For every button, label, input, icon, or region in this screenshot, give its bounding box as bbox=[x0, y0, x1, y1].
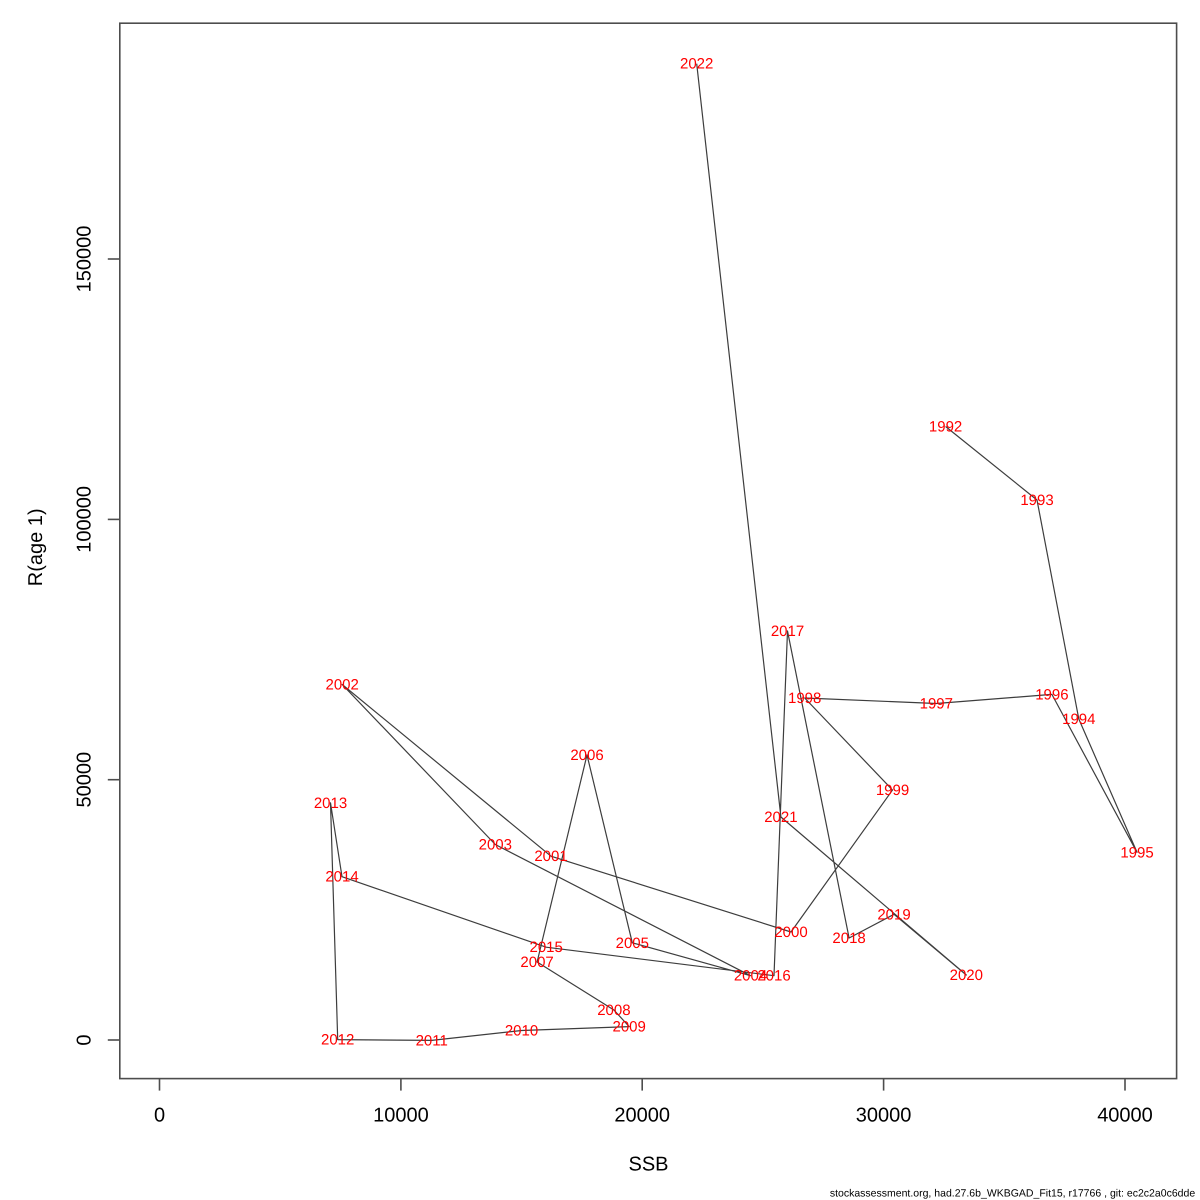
svg-text:50000: 50000 bbox=[74, 752, 96, 808]
svg-text:2021: 2021 bbox=[764, 809, 797, 826]
svg-text:2020: 2020 bbox=[950, 967, 983, 984]
svg-text:1999: 1999 bbox=[876, 782, 909, 799]
svg-text:2018: 2018 bbox=[832, 930, 865, 947]
svg-text:0: 0 bbox=[74, 1034, 96, 1045]
svg-text:2022: 2022 bbox=[680, 56, 713, 73]
svg-text:2006: 2006 bbox=[570, 747, 603, 764]
svg-text:2019: 2019 bbox=[877, 906, 910, 923]
svg-text:2005: 2005 bbox=[616, 935, 649, 952]
svg-text:2017: 2017 bbox=[771, 623, 804, 640]
svg-text:2013: 2013 bbox=[314, 795, 347, 812]
svg-text:SSB: SSB bbox=[628, 1153, 668, 1175]
svg-text:2009: 2009 bbox=[613, 1019, 646, 1036]
svg-text:2007: 2007 bbox=[520, 954, 553, 971]
svg-text:2008: 2008 bbox=[597, 1002, 630, 1019]
svg-text:2015: 2015 bbox=[530, 939, 563, 956]
svg-text:2012: 2012 bbox=[321, 1032, 354, 1049]
svg-text:2003: 2003 bbox=[479, 837, 512, 854]
svg-text:2011: 2011 bbox=[416, 1032, 448, 1049]
svg-text:20000: 20000 bbox=[614, 1105, 670, 1127]
svg-text:R(age 1): R(age 1) bbox=[25, 508, 47, 586]
svg-text:0: 0 bbox=[154, 1105, 165, 1127]
svg-text:1997: 1997 bbox=[920, 696, 953, 713]
svg-text:2004: 2004 bbox=[734, 968, 767, 985]
svg-text:1996: 1996 bbox=[1035, 686, 1068, 703]
svg-text:1998: 1998 bbox=[788, 690, 821, 707]
svg-text:150000: 150000 bbox=[74, 226, 96, 293]
svg-text:2002: 2002 bbox=[326, 677, 359, 694]
svg-text:2010: 2010 bbox=[505, 1023, 538, 1040]
svg-text:1995: 1995 bbox=[1120, 844, 1153, 861]
svg-text:2001: 2001 bbox=[534, 848, 567, 865]
svg-text:30000: 30000 bbox=[856, 1105, 912, 1127]
svg-text:1993: 1993 bbox=[1020, 492, 1053, 509]
svg-text:2000: 2000 bbox=[774, 924, 807, 941]
svg-text:1992: 1992 bbox=[929, 419, 962, 436]
svg-text:40000: 40000 bbox=[1097, 1105, 1153, 1127]
svg-text:1994: 1994 bbox=[1062, 711, 1095, 728]
svg-text:100000: 100000 bbox=[74, 486, 96, 553]
svg-text:2016: 2016 bbox=[757, 968, 790, 985]
svg-text:2014: 2014 bbox=[325, 869, 358, 886]
svg-text:stockassessment.org, had.27.6b: stockassessment.org, had.27.6b_WKBGAD_Fi… bbox=[830, 1187, 1196, 1199]
svg-text:10000: 10000 bbox=[373, 1105, 429, 1127]
